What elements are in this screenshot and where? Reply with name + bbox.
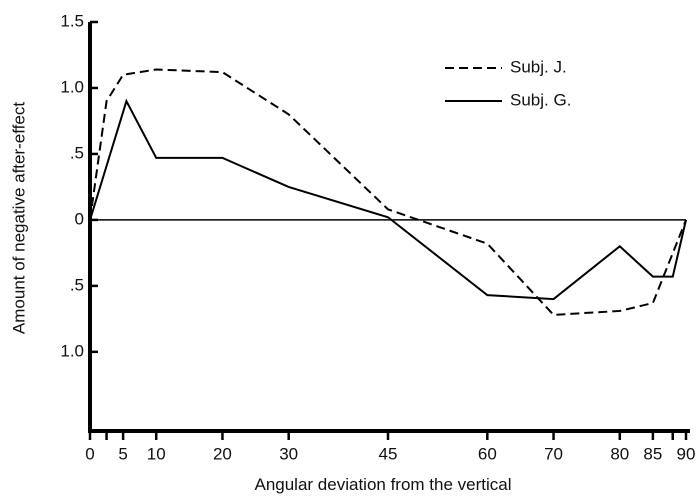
y-tick-label: 0 — [75, 209, 84, 228]
y-tick-label: 1.0 — [60, 77, 84, 96]
y-tick-label: 1.0 — [60, 341, 84, 360]
legend-label: Subj. G. — [510, 90, 571, 109]
x-tick-label: 10 — [147, 444, 166, 463]
y-tick-label: .5 — [70, 275, 84, 294]
x-tick-label: 20 — [213, 444, 232, 463]
x-tick-label: 60 — [478, 444, 497, 463]
x-tick-label: 5 — [118, 444, 127, 463]
x-tick-label: 30 — [279, 444, 298, 463]
x-tick-label: 85 — [643, 444, 662, 463]
x-tick-label: 45 — [379, 444, 398, 463]
data-line — [89, 68, 687, 316]
x-axis-label: Angular deviation from the vertical — [254, 475, 511, 494]
x-tick-label: 70 — [544, 444, 563, 463]
y-tick-label: .5 — [70, 143, 84, 162]
data-line — [89, 98, 687, 301]
legend-label: Subj. J. — [510, 57, 567, 76]
y-axis-label: Amount of negative after-effect — [9, 102, 28, 334]
y-tick-label: 1.5 — [60, 11, 84, 30]
x-tick-label: 80 — [610, 444, 629, 463]
x-tick-label: 0 — [85, 444, 94, 463]
x-tick-label: 90 — [677, 444, 696, 463]
